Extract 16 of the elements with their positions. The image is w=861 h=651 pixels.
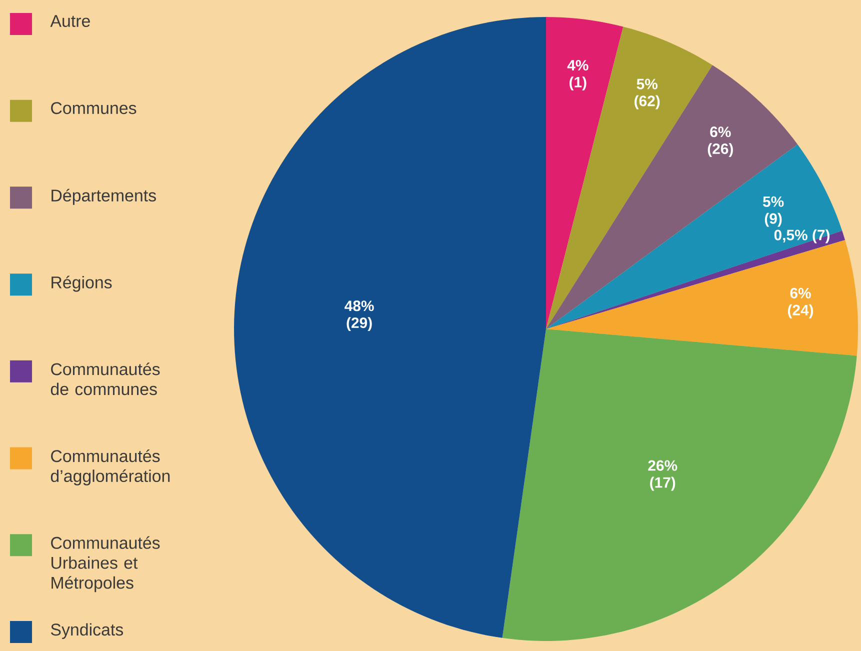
legend-label: Autre xyxy=(50,15,90,28)
data-label: 5% (9) xyxy=(762,196,784,227)
data-label: 26% (17) xyxy=(648,460,678,491)
data-label: 4% (1) xyxy=(567,60,588,90)
legend-label: Communautés d’agglomération xyxy=(50,449,170,486)
data-label: 6% (26) xyxy=(708,126,733,158)
legend-label: Communautés de communes xyxy=(50,362,160,396)
legend-label: Communes xyxy=(51,102,136,114)
data-label: 0,5% (7) xyxy=(774,229,830,244)
data-label: 6% (24) xyxy=(788,288,814,318)
data-label: 5% (62) xyxy=(634,78,660,110)
legend-label: Départements xyxy=(52,188,156,205)
legend-label: Régions xyxy=(52,276,112,292)
legend-label: Syndicats xyxy=(50,623,124,639)
legend-label: Communautés Urbaines et Métropoles xyxy=(51,536,160,592)
data-label: 48% (29) xyxy=(344,300,374,332)
